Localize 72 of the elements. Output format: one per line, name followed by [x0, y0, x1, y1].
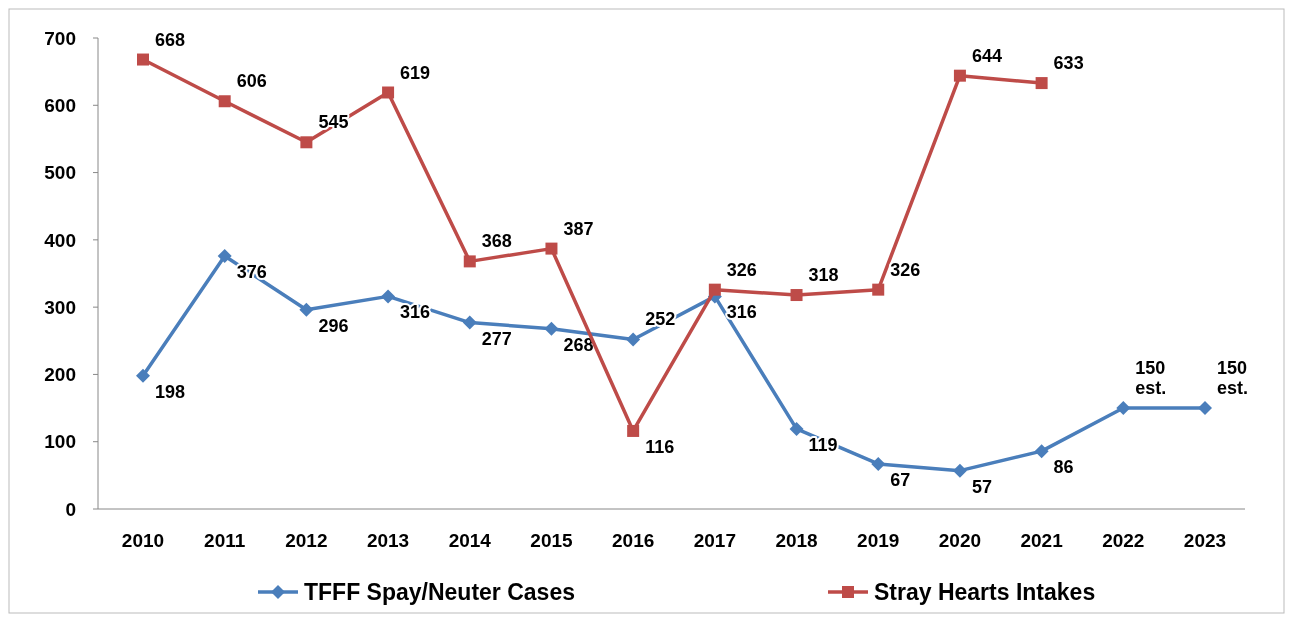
y-tick-label: 700 [44, 27, 76, 49]
x-tick-label: 2010 [121, 530, 165, 551]
data-label: 57 [971, 476, 992, 497]
x-tick-label: 2017 [693, 530, 736, 551]
point [789, 421, 804, 436]
data-label: 150 est. [1217, 358, 1249, 399]
point [217, 249, 232, 264]
point [299, 302, 314, 317]
x-tick-label: 2018 [775, 530, 818, 551]
data-label: 644 [971, 45, 1002, 66]
point [871, 456, 886, 471]
data-label: 150 est. [1135, 358, 1167, 399]
data-label: 619 [400, 62, 431, 83]
point [1034, 444, 1049, 459]
y-tick-label: 0 [65, 498, 76, 520]
x-tick-label: 2021 [1020, 530, 1064, 551]
data-label: 86 [1053, 457, 1074, 478]
data-label: 277 [481, 328, 512, 349]
data-label: 326 [726, 259, 757, 280]
x-tick-label: 2011 [204, 530, 246, 551]
point [137, 53, 149, 66]
legend-label: TFFF Spay/Neuter Cases [304, 579, 575, 606]
x-tick-label: 2015 [530, 530, 574, 551]
legend-label: Stray Hearts Intakes [874, 579, 1096, 606]
point [626, 332, 641, 347]
data-label: 368 [481, 231, 512, 252]
data-label: 633 [1053, 53, 1084, 74]
point [136, 368, 150, 383]
data-label: 119 [808, 434, 838, 455]
point [463, 255, 476, 268]
x-tick-label: 2012 [285, 530, 328, 551]
point [627, 424, 640, 437]
data-label: 326 [890, 259, 921, 280]
x-tick-label: 2022 [1102, 530, 1145, 551]
x-tick-label: 2014 [448, 530, 492, 551]
y-tick-label: 600 [44, 94, 76, 116]
point [462, 315, 477, 330]
data-label: 268 [563, 334, 594, 355]
y-tick-label: 200 [44, 364, 76, 386]
x-tick-label: 2016 [612, 530, 655, 551]
point [1198, 401, 1212, 416]
point [218, 95, 231, 108]
y-tick-label: 500 [44, 162, 76, 184]
point [545, 242, 558, 255]
point [872, 283, 885, 296]
data-label: 198 [155, 381, 186, 402]
data-label: 316 [726, 302, 757, 323]
x-tick-label: 2019 [857, 530, 900, 551]
data-label: 318 [808, 265, 839, 286]
data-label: 316 [400, 302, 431, 323]
point [1035, 77, 1048, 90]
data-label: 67 [890, 469, 911, 490]
x-tick-label: 2013 [366, 530, 410, 551]
y-tick-label: 300 [44, 296, 76, 318]
x-tick-label: 2020 [938, 530, 982, 551]
point [300, 136, 313, 149]
x-tick-label: 2023 [1183, 530, 1227, 551]
data-label: 668 [155, 29, 186, 50]
point [544, 321, 559, 336]
point [382, 86, 395, 99]
point [1116, 401, 1131, 416]
point [790, 289, 803, 302]
y-tick-label: 400 [44, 229, 76, 251]
point [952, 463, 967, 478]
data-label: 296 [318, 315, 349, 336]
data-label: 387 [563, 218, 594, 239]
data-label: 116 [645, 436, 675, 457]
y-tick-label: 100 [44, 431, 76, 453]
point [953, 69, 966, 82]
point [381, 289, 396, 304]
point [708, 283, 721, 296]
data-label: 606 [236, 71, 267, 92]
